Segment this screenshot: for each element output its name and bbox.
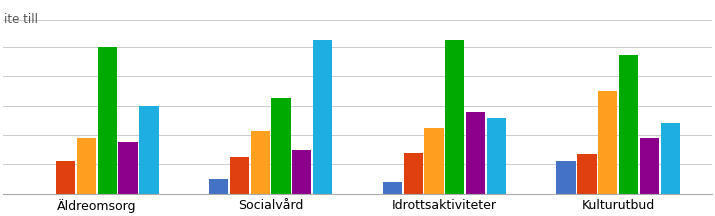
Text: ite till: ite till [4,13,38,26]
Bar [466,112,485,194]
Bar [425,128,443,194]
Bar [556,162,576,194]
Bar [661,123,680,194]
Bar [77,138,96,194]
Bar [403,153,423,194]
Bar [119,142,138,194]
Bar [292,150,312,194]
Bar [56,162,75,194]
Bar [577,154,596,194]
Bar [487,118,506,194]
Bar [640,138,659,194]
Bar [383,182,402,194]
Bar [209,179,228,194]
Bar [272,98,290,194]
Bar [250,131,270,194]
Bar [445,40,465,194]
Bar [619,54,638,194]
Bar [313,40,332,194]
Bar [98,47,117,194]
Bar [598,91,617,194]
Bar [230,157,249,194]
Bar [139,106,159,194]
